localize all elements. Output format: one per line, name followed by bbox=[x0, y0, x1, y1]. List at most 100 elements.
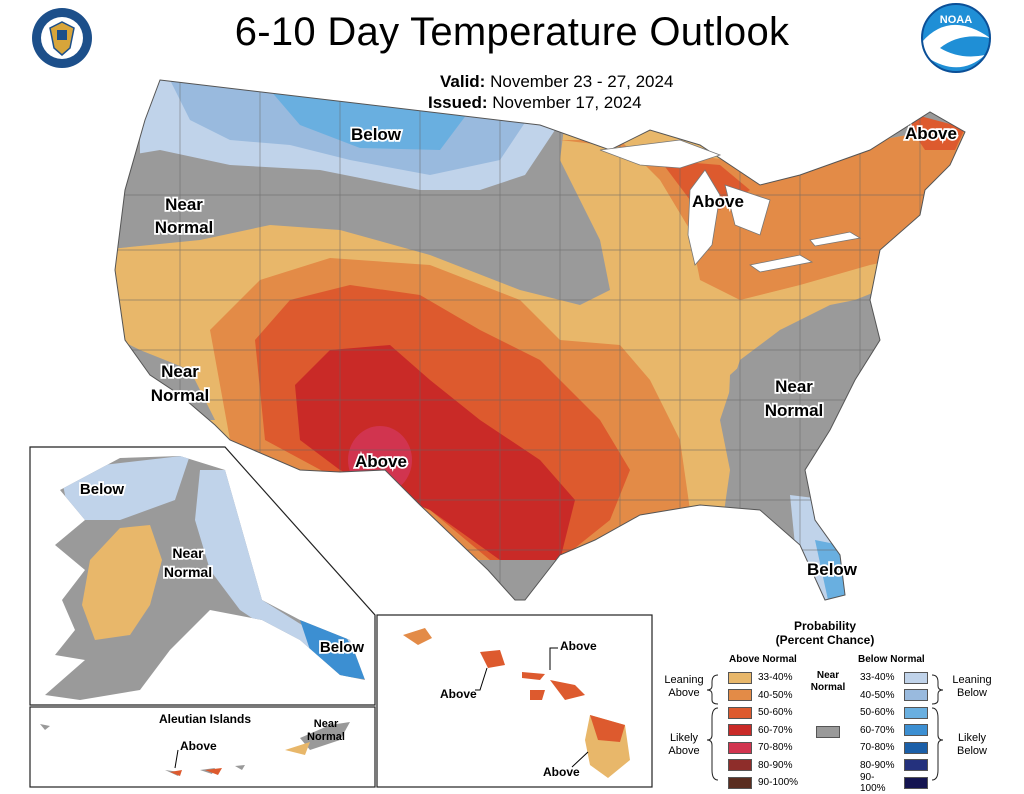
range-label: 70-80% bbox=[860, 742, 895, 754]
hawaii-lanai bbox=[530, 690, 545, 700]
aleutian-normal-label: Normal bbox=[307, 731, 345, 743]
label-se-near: Near bbox=[775, 377, 813, 396]
label-north-below: Below bbox=[351, 125, 402, 144]
legend-likely-above: Likely Above bbox=[658, 732, 710, 758]
aleutian-above-east bbox=[285, 742, 310, 755]
range-label: 33-40% bbox=[860, 672, 895, 684]
aleutian-above-label: Above bbox=[180, 739, 217, 753]
likely-above-1: Likely bbox=[669, 732, 699, 744]
likely-below-1: Likely bbox=[957, 732, 987, 744]
hawaii-maui bbox=[550, 680, 585, 700]
noaa-logo-text: NOAA bbox=[940, 14, 972, 26]
swatch-above-70-80 bbox=[728, 741, 752, 754]
range-label: 80-90% bbox=[758, 759, 793, 771]
swatch-above-40-50 bbox=[728, 689, 752, 702]
legend-near-normal: Near Normal bbox=[808, 670, 848, 738]
label-fl-below: Below bbox=[807, 560, 858, 579]
legend-likely-below: Likely Below bbox=[944, 732, 1000, 758]
above-60-70-region bbox=[295, 345, 575, 560]
range-label: 33-40% bbox=[758, 672, 793, 684]
below-50-60-florida bbox=[815, 540, 845, 600]
legend-braces bbox=[706, 674, 944, 781]
valid-line: Valid: November 23 - 27, 2024 bbox=[440, 72, 673, 92]
label-nw-normal: Normal bbox=[155, 218, 214, 237]
range-label: 70-80% bbox=[758, 742, 793, 754]
hawaii-kauai bbox=[403, 628, 432, 645]
label-ca-near: Near bbox=[161, 362, 199, 381]
issued-label: Issued: bbox=[428, 93, 488, 112]
alaska-below-east bbox=[195, 470, 365, 680]
great-lakes bbox=[599, 139, 862, 273]
legend-below-header: Below Normal bbox=[858, 654, 925, 665]
issued-line: Issued: November 17, 2024 bbox=[428, 93, 642, 113]
hawaii-label-above-2: Above bbox=[440, 687, 477, 701]
near-normal-label-1: Near bbox=[816, 670, 840, 681]
label-ca-normal: Normal bbox=[151, 386, 210, 405]
label-se-normal: Normal bbox=[765, 401, 824, 420]
swatch-below-80-90 bbox=[904, 759, 928, 772]
hawaii-big-island-north bbox=[590, 715, 625, 742]
legend-below-column: 33-40% 40-50% 50-60% 60-70% 70-80% 80-90… bbox=[860, 669, 928, 794]
leaning-below-1: Leaning bbox=[952, 674, 992, 686]
hawaii-label-above-1: Above bbox=[560, 639, 597, 653]
swatch-above-50-60 bbox=[728, 706, 752, 719]
aleutian-title: Aleutian Islands bbox=[159, 712, 251, 726]
swatch-above-33-40 bbox=[728, 671, 752, 684]
swatch-above-90-100 bbox=[728, 776, 752, 789]
swatch-below-60-70 bbox=[904, 724, 928, 737]
range-label: 40-50% bbox=[860, 689, 895, 701]
hawaii-oahu bbox=[480, 650, 505, 668]
label-ne-above: Above bbox=[905, 124, 957, 143]
swatch-below-33-40 bbox=[904, 671, 928, 684]
hawaii-molokai bbox=[522, 672, 545, 680]
range-label: 50-60% bbox=[758, 707, 793, 719]
leaning-below-2: Below bbox=[957, 687, 987, 699]
swatch-near-normal bbox=[816, 726, 840, 738]
range-label: 90-100% bbox=[758, 777, 799, 789]
alaska-below-panhandle bbox=[300, 620, 365, 680]
swatch-above-60-70 bbox=[728, 724, 752, 737]
issued-date: November 17, 2024 bbox=[492, 93, 642, 112]
near-normal-northwest bbox=[115, 150, 300, 250]
range-label: 90-100% bbox=[860, 771, 886, 794]
near-normal-label-2: Normal bbox=[810, 682, 846, 693]
legend-leaning-below: Leaning Below bbox=[944, 674, 1000, 700]
legend-title-2: (Percent Chance) bbox=[775, 633, 875, 647]
map-title: 6-10 Day Temperature Outlook bbox=[234, 10, 790, 54]
range-label: 60-70% bbox=[758, 724, 793, 736]
legend-leaning-above: Leaning Above bbox=[658, 674, 710, 700]
legend-title: Probability (Percent Chance) bbox=[720, 619, 930, 647]
swatch-above-80-90 bbox=[728, 759, 752, 772]
label-nw-near: Near bbox=[165, 195, 203, 214]
alaska-label-panhandle-below: Below bbox=[320, 639, 365, 656]
conus-labels: Below Near Normal Above Above Near Norma… bbox=[149, 122, 959, 581]
leaning-above-2: Above bbox=[668, 687, 700, 699]
leaning-above-1: Leaning bbox=[664, 674, 704, 686]
hawaii-label-above-3: Above bbox=[543, 765, 580, 779]
swatch-below-90-100 bbox=[904, 776, 928, 789]
alaska-above-southwest bbox=[82, 525, 162, 640]
alaska-label-below: Below bbox=[80, 481, 125, 498]
alaska-label-near: Near bbox=[172, 545, 204, 561]
range-label: 40-50% bbox=[758, 689, 793, 701]
likely-above-2: Above bbox=[668, 745, 700, 757]
label-lakes-above: Above bbox=[692, 192, 744, 211]
valid-label: Valid: bbox=[440, 72, 486, 91]
likely-below-2: Below bbox=[957, 745, 987, 757]
near-normal-southeast bbox=[728, 295, 900, 500]
range-label: 60-70% bbox=[860, 724, 895, 736]
legend-above-header: Above Normal bbox=[729, 654, 797, 665]
swatch-below-40-50 bbox=[904, 689, 928, 702]
aleutian-inset: Aleutian Islands Above Near Normal bbox=[29, 706, 376, 788]
legend-title-1: Probability bbox=[793, 619, 856, 633]
swatch-below-50-60 bbox=[904, 706, 928, 719]
hawaii-inset: Above Above Above bbox=[376, 614, 653, 788]
aleutian-near-label: Near bbox=[314, 718, 339, 730]
commerce-seal bbox=[32, 8, 92, 68]
conus-outline bbox=[114, 79, 966, 601]
alaska-inset: Below Near Normal Below bbox=[29, 446, 376, 706]
state-boundaries bbox=[115, 80, 965, 600]
alaska-label-normal: Normal bbox=[164, 564, 212, 580]
valid-dates: November 23 - 27, 2024 bbox=[490, 72, 674, 91]
